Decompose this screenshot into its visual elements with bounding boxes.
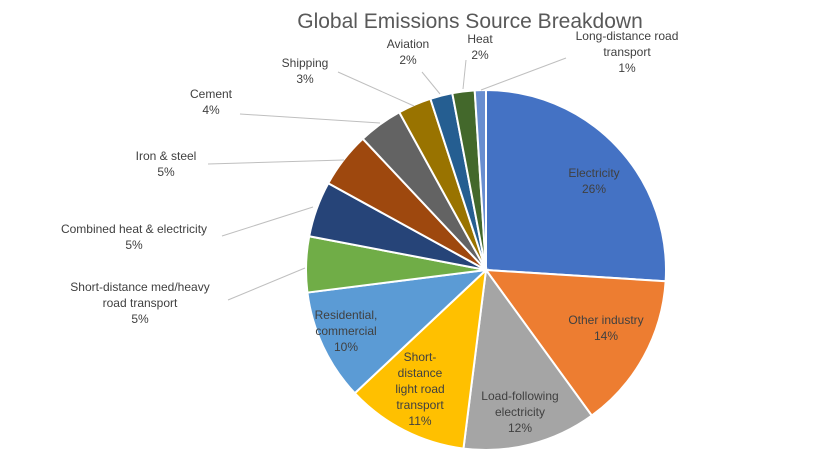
slice-category-label: Long-distance road: [576, 29, 679, 43]
slice-label-5: Residential, commercial 10%: [315, 308, 378, 354]
slice-label-9: Cement 4%: [190, 87, 233, 117]
slice-value-label: 2%: [399, 53, 417, 67]
slice-label-8: Iron & steel 5%: [136, 149, 197, 179]
slice-category-label: Short-: [404, 350, 437, 364]
slice-label-2: Other industry 14%: [568, 313, 643, 343]
leader-line-9: [239, 113, 381, 124]
slice-category-label: electricity: [495, 405, 545, 419]
slice-value-label: 4%: [202, 103, 220, 117]
slice-category-label: Aviation: [387, 37, 429, 51]
slice-category-label: Combined heat & electricity: [61, 222, 207, 236]
slice-category-label: Short-distance med/heavy: [70, 280, 209, 294]
slice-label-7: Combined heat & electricity 5%: [61, 222, 207, 252]
slice-category-label: light road: [395, 382, 444, 396]
slice-label-11: Aviation 2%: [387, 37, 429, 67]
slice-category-label: Cement: [190, 87, 233, 101]
pie-slice-1: [485, 88, 667, 283]
pie-slice-4: [353, 267, 488, 450]
leader-line-7: [221, 206, 314, 237]
slice-value-label: 12%: [508, 421, 532, 435]
slice-category-label: Other industry: [568, 313, 643, 327]
leader-line-13: [480, 57, 567, 91]
slice-category-label: Load-following: [481, 389, 558, 403]
slice-category-label: transport: [603, 45, 651, 59]
slice-category-label: Electricity: [568, 166, 619, 180]
leader-line-6: [227, 267, 306, 301]
slices-group: [305, 88, 667, 451]
slice-label-6: Short-distance med/heavy road transport 5%: [70, 280, 209, 326]
leader-line-11: [421, 71, 441, 95]
slice-label-3: Load-following electricity 12%: [481, 389, 558, 435]
leader-line-8: [207, 159, 345, 165]
slice-label-4: Short-distance light road transport 11%: [395, 350, 444, 428]
slice-value-label: 5%: [125, 238, 143, 252]
pie-slice-2: [483, 268, 667, 418]
pie-slice-3: [462, 267, 594, 451]
slice-value-label: 11%: [408, 414, 431, 428]
slice-category-label: transport: [396, 398, 444, 412]
slice-category-label: road transport: [103, 296, 178, 310]
slice-value-label: 3%: [296, 72, 314, 86]
leader-line-10: [337, 71, 415, 107]
slice-value-label: 10%: [334, 340, 358, 354]
slice-value-label: 26%: [582, 182, 606, 196]
slice-category-label: Residential,: [315, 308, 378, 322]
slice-value-label: 14%: [594, 329, 618, 343]
slice-category-label: commercial: [315, 324, 376, 338]
slice-value-label: 5%: [131, 312, 149, 326]
slice-label-10: Shipping 3%: [282, 56, 329, 86]
labels-group: Electricity 26% Other industry 14% Load-foll…: [61, 29, 678, 435]
slice-category-label: Heat: [467, 32, 493, 46]
chart-title: Global Emissions Source Breakdown: [297, 10, 643, 33]
slice-label-12: Heat 2%: [467, 32, 493, 62]
slice-label-1: Electricity 26%: [568, 166, 619, 196]
slice-category-label: Shipping: [282, 56, 329, 70]
slice-label-13: Long-distance road transport 1%: [576, 29, 679, 75]
pie-slice-5: [306, 268, 489, 395]
slice-category-label: distance: [398, 366, 443, 380]
slice-value-label: 5%: [157, 165, 175, 179]
leader-lines-group: [207, 57, 567, 301]
slice-value-label: 2%: [471, 48, 489, 62]
leader-line-12: [462, 59, 467, 90]
pie-slice-13: [473, 88, 487, 271]
slice-category-label: Iron & steel: [136, 149, 197, 163]
slice-value-label: 1%: [618, 61, 636, 75]
